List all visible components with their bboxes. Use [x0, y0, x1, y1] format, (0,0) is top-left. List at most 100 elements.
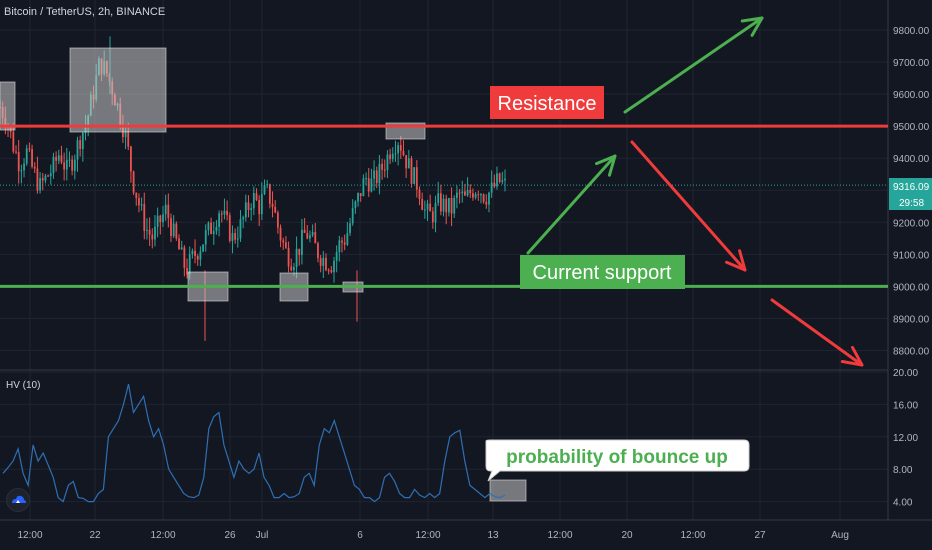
time-tick-label: 6 — [357, 530, 363, 541]
tradingview-logo-icon[interactable] — [6, 488, 30, 512]
time-tick-label: 12:00 — [415, 530, 440, 541]
price-tick-label: 9600.00 — [893, 90, 930, 101]
indicator-label[interactable]: HV (10) — [6, 380, 41, 391]
candle-body — [244, 202, 247, 218]
candle-body — [330, 270, 333, 273]
price-axis[interactable]: 9800.009700.009600.009500.009400.009300.… — [889, 26, 932, 509]
candle-body — [301, 229, 303, 255]
candle-body — [73, 159, 76, 171]
candle-body — [207, 222, 210, 231]
candle-body — [402, 150, 405, 156]
time-tick-label: Aug — [831, 530, 849, 541]
price-tick-label: 9200.00 — [893, 218, 930, 229]
candle-body — [458, 192, 461, 194]
price-tag-box — [889, 178, 932, 194]
candle-body — [49, 173, 52, 177]
arrow-down-low-head — [840, 345, 864, 367]
support-label-text: Current support — [533, 262, 672, 284]
candle-body — [159, 215, 162, 223]
candle-body — [175, 223, 178, 239]
candle-body — [357, 193, 359, 202]
candle-body — [453, 197, 456, 214]
candle-body — [447, 197, 450, 213]
candle-body — [135, 192, 138, 199]
candle-body — [146, 229, 148, 231]
candle-body — [482, 194, 485, 202]
hv-tick-label: 12.00 — [893, 433, 918, 444]
candle-body — [309, 235, 311, 239]
candle-body — [472, 193, 474, 198]
annotation-labels: Resistance Current support probability of … — [485, 86, 750, 482]
candle-body — [466, 189, 469, 196]
candle-body — [386, 154, 389, 171]
candle-body — [429, 203, 432, 212]
candle-body — [464, 191, 466, 196]
candle-body — [434, 203, 437, 223]
candle-body — [258, 199, 261, 215]
candle-body — [138, 198, 140, 206]
time-tick-label: 13 — [487, 530, 499, 541]
time-tick-label: 12:00 — [17, 530, 42, 541]
candle-body — [79, 140, 82, 150]
arrow-down-low — [770, 298, 864, 367]
candle-body — [493, 182, 496, 187]
candle-body — [33, 166, 36, 169]
candle-body — [151, 234, 154, 240]
candle-body — [496, 173, 498, 187]
candle-body — [276, 212, 279, 228]
candle-body — [148, 229, 151, 235]
time-tick-label: 12:00 — [547, 530, 572, 541]
price-tick-label: 9400.00 — [893, 154, 930, 165]
candle-body — [410, 158, 413, 184]
candle-body — [415, 167, 418, 190]
time-tick-label: 20 — [621, 530, 633, 541]
time-tick-label: 12:00 — [150, 530, 175, 541]
hv-tick-label: 4.00 — [893, 498, 913, 509]
candle-body — [456, 192, 458, 198]
candle-body — [55, 156, 58, 161]
candle-body — [234, 233, 237, 240]
price-tick-label: 9700.00 — [893, 58, 930, 69]
candle-body — [17, 151, 20, 172]
candle-body — [461, 191, 464, 194]
candle-body — [178, 238, 180, 250]
price-tick-label: 9100.00 — [893, 250, 930, 261]
candle-body — [413, 167, 416, 184]
candle-body — [490, 182, 493, 193]
candle-body — [25, 148, 28, 164]
candle-body — [442, 198, 445, 212]
candle-body — [426, 203, 429, 210]
candle-body — [215, 226, 218, 232]
candle-body — [445, 198, 448, 213]
level-lines — [0, 124, 888, 288]
hv-tick-label: 8.00 — [893, 465, 913, 476]
candle-body — [39, 178, 41, 191]
candle-body — [164, 204, 167, 215]
time-tick-label: Jul — [256, 530, 269, 541]
price-tick-label: 9800.00 — [893, 26, 930, 37]
candle-body — [399, 145, 402, 151]
time-tick-label: 26 — [224, 530, 236, 541]
candle-body — [76, 140, 79, 160]
candle-body — [397, 145, 400, 154]
symbol-title[interactable]: Bitcoin / TetherUS, 2h, BINANCE — [4, 6, 166, 18]
time-axis[interactable]: 12:00 22 12:00 26 Jul 6 12:00 13 12:00 20 12:00 27 A… — [17, 530, 848, 541]
candle-body — [167, 204, 170, 219]
candle-body — [418, 189, 421, 199]
candle-body — [450, 197, 453, 214]
candle-body — [421, 198, 424, 210]
candle-body — [293, 267, 295, 271]
candle-body — [437, 193, 440, 204]
candle-body — [12, 131, 15, 152]
hv-indicator — [2, 383, 506, 503]
candle-body — [231, 233, 234, 241]
candle-body — [247, 202, 250, 211]
time-tick-label: 12:00 — [680, 530, 705, 541]
candle-body — [271, 203, 274, 207]
candle-body — [172, 223, 175, 237]
candle-body — [391, 153, 394, 160]
countdown-value: 29:58 — [899, 198, 924, 209]
candle-body — [170, 218, 172, 237]
candle-body — [263, 185, 266, 195]
